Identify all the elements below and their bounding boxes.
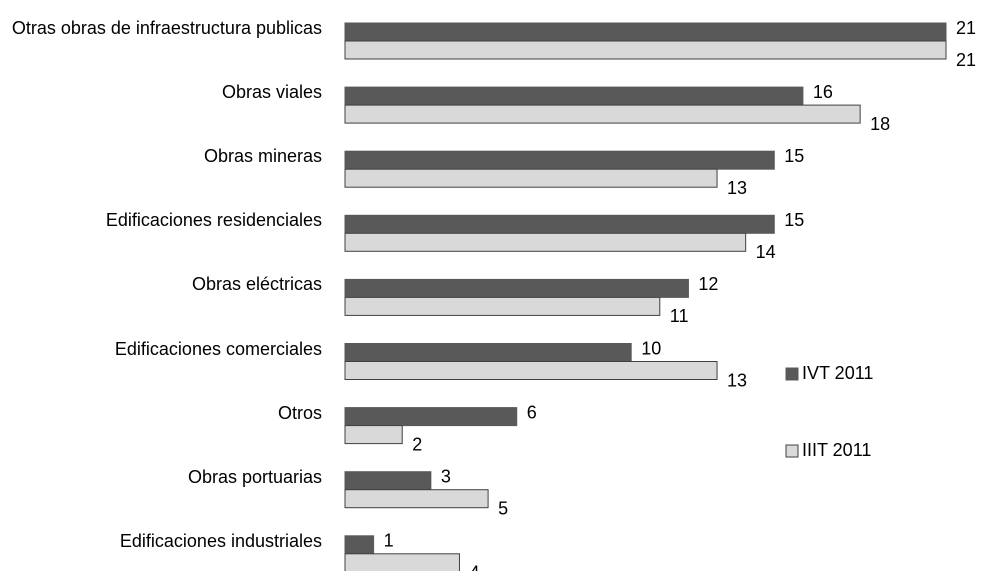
bar bbox=[344, 22, 947, 42]
legend-swatch bbox=[785, 367, 799, 381]
bar bbox=[344, 86, 804, 106]
value-label: 1 bbox=[384, 531, 394, 551]
value-label: 6 bbox=[527, 402, 537, 422]
category-label: Obras eléctricas bbox=[191, 274, 322, 295]
bar bbox=[344, 553, 460, 571]
value-label: 21 bbox=[956, 50, 976, 70]
value-label: 15 bbox=[784, 210, 804, 230]
bar bbox=[344, 40, 947, 60]
bar bbox=[344, 168, 718, 188]
value-label: 10 bbox=[641, 338, 661, 358]
value-label: 13 bbox=[727, 370, 747, 390]
value-label: 13 bbox=[727, 178, 747, 198]
bar bbox=[344, 361, 718, 380]
category-label: Obras portuarias bbox=[187, 466, 322, 487]
bar bbox=[344, 104, 861, 124]
bar bbox=[344, 214, 775, 234]
value-label: 5 bbox=[498, 498, 508, 518]
bar bbox=[344, 278, 689, 298]
category-label: Otros bbox=[277, 402, 322, 423]
bar bbox=[344, 535, 375, 555]
bar bbox=[344, 296, 661, 316]
value-label: 18 bbox=[870, 114, 890, 134]
value-label: 11 bbox=[670, 306, 689, 326]
value-label: 14 bbox=[756, 242, 776, 262]
category-label: Edificaciones industriales bbox=[119, 530, 322, 551]
value-label: 2 bbox=[412, 434, 422, 454]
value-label: 15 bbox=[784, 146, 804, 166]
bar bbox=[344, 232, 747, 252]
value-label: 16 bbox=[813, 82, 833, 102]
category-label: Otras obras de infraestructura publicas bbox=[11, 18, 322, 38]
legend-swatch bbox=[785, 444, 799, 458]
category-label: Edificaciones residenciales bbox=[105, 210, 322, 231]
bar bbox=[344, 471, 432, 491]
legend-label: IIIT 2011 bbox=[802, 440, 871, 460]
value-label: 12 bbox=[698, 274, 718, 294]
bar bbox=[344, 150, 775, 170]
legend-label: IVT 2011 bbox=[802, 363, 873, 383]
category-label: Obras viales bbox=[221, 82, 322, 103]
value-label: 3 bbox=[441, 466, 451, 486]
value-label: 4 bbox=[469, 563, 479, 571]
value-label: 21 bbox=[956, 18, 976, 38]
bar bbox=[344, 407, 518, 427]
category-label: Obras mineras bbox=[203, 146, 322, 167]
bar bbox=[344, 425, 403, 445]
bar bbox=[344, 343, 632, 362]
category-label: Edificaciones comerciales bbox=[114, 338, 322, 359]
bar bbox=[344, 489, 489, 509]
